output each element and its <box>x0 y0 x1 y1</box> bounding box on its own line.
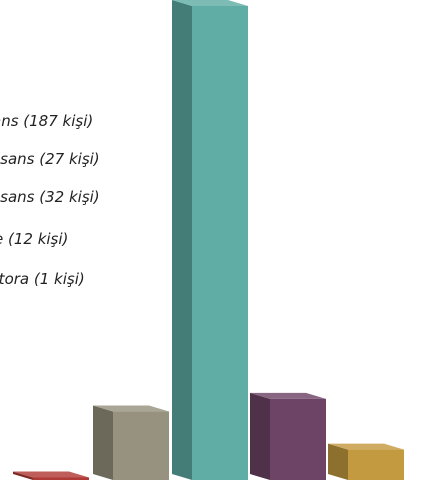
bar-side-2 <box>172 0 192 480</box>
bar-3 <box>250 392 326 480</box>
bar-top-2 <box>172 0 248 6</box>
bar-front-2 <box>192 6 248 480</box>
chart-legend: ans (187 kişi) isans (27 kişi) isans (32… <box>0 112 100 288</box>
bar-2 <box>172 0 248 480</box>
bar-top-4 <box>328 443 404 450</box>
bar-side-3 <box>250 392 270 480</box>
bar-front-4 <box>348 449 404 480</box>
bar-0 <box>13 471 89 480</box>
legend-label-2: isans (32 kişi) <box>0 188 100 206</box>
bar-top-1 <box>93 405 169 412</box>
bar-4 <box>328 443 404 480</box>
bar-front-0 <box>33 477 89 480</box>
bar-side-1 <box>93 405 113 480</box>
legend-label-4: ktora (1 kişi) <box>0 270 85 288</box>
bar-side-0 <box>13 471 33 480</box>
bar-top-0 <box>13 471 89 478</box>
bar-side-4 <box>328 443 348 480</box>
legend-label-1: isans (27 kişi) <box>0 150 100 168</box>
chart-bars <box>13 0 404 480</box>
bar-1 <box>93 405 169 480</box>
bar-front-1 <box>113 411 169 480</box>
legend-label-0: ans (187 kişi) <box>0 112 93 130</box>
bar-top-3 <box>250 392 326 399</box>
bar-front-3 <box>270 398 326 480</box>
legend-label-3: e (12 kişi) <box>0 230 68 248</box>
